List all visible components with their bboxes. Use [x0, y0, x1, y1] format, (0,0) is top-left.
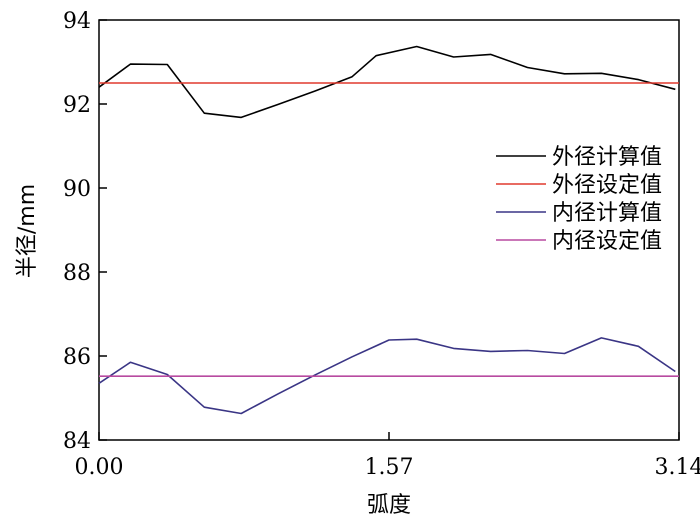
y-tick-label: 86 [63, 345, 91, 370]
y-axis-title: 半径/mm [15, 184, 40, 278]
y-tick-label: 88 [63, 261, 91, 286]
series-lines [98, 45, 679, 415]
x-tick-label: 3.14 [655, 455, 700, 480]
y-axis: 84 86 88 90 92 94 [63, 9, 107, 454]
x-axis: 0.00 1.57 3.14 [75, 432, 700, 480]
y-tick-label: 92 [63, 93, 91, 118]
legend-label: 外径计算值 [552, 145, 662, 170]
y-tick-label: 90 [63, 177, 91, 202]
legend-label: 内径设定值 [552, 229, 662, 254]
legend-label: 外径设定值 [552, 173, 662, 198]
y-tick-label: 94 [63, 9, 91, 34]
x-axis-title: 弧度 [367, 493, 411, 518]
x-tick-label: 0.00 [75, 455, 124, 480]
x-tick-label: 1.57 [365, 455, 414, 480]
y-tick-label: 84 [63, 429, 91, 454]
outer-computed-line [98, 45, 676, 119]
legend-label: 内径计算值 [552, 201, 662, 226]
inner-computed-line [98, 337, 676, 415]
